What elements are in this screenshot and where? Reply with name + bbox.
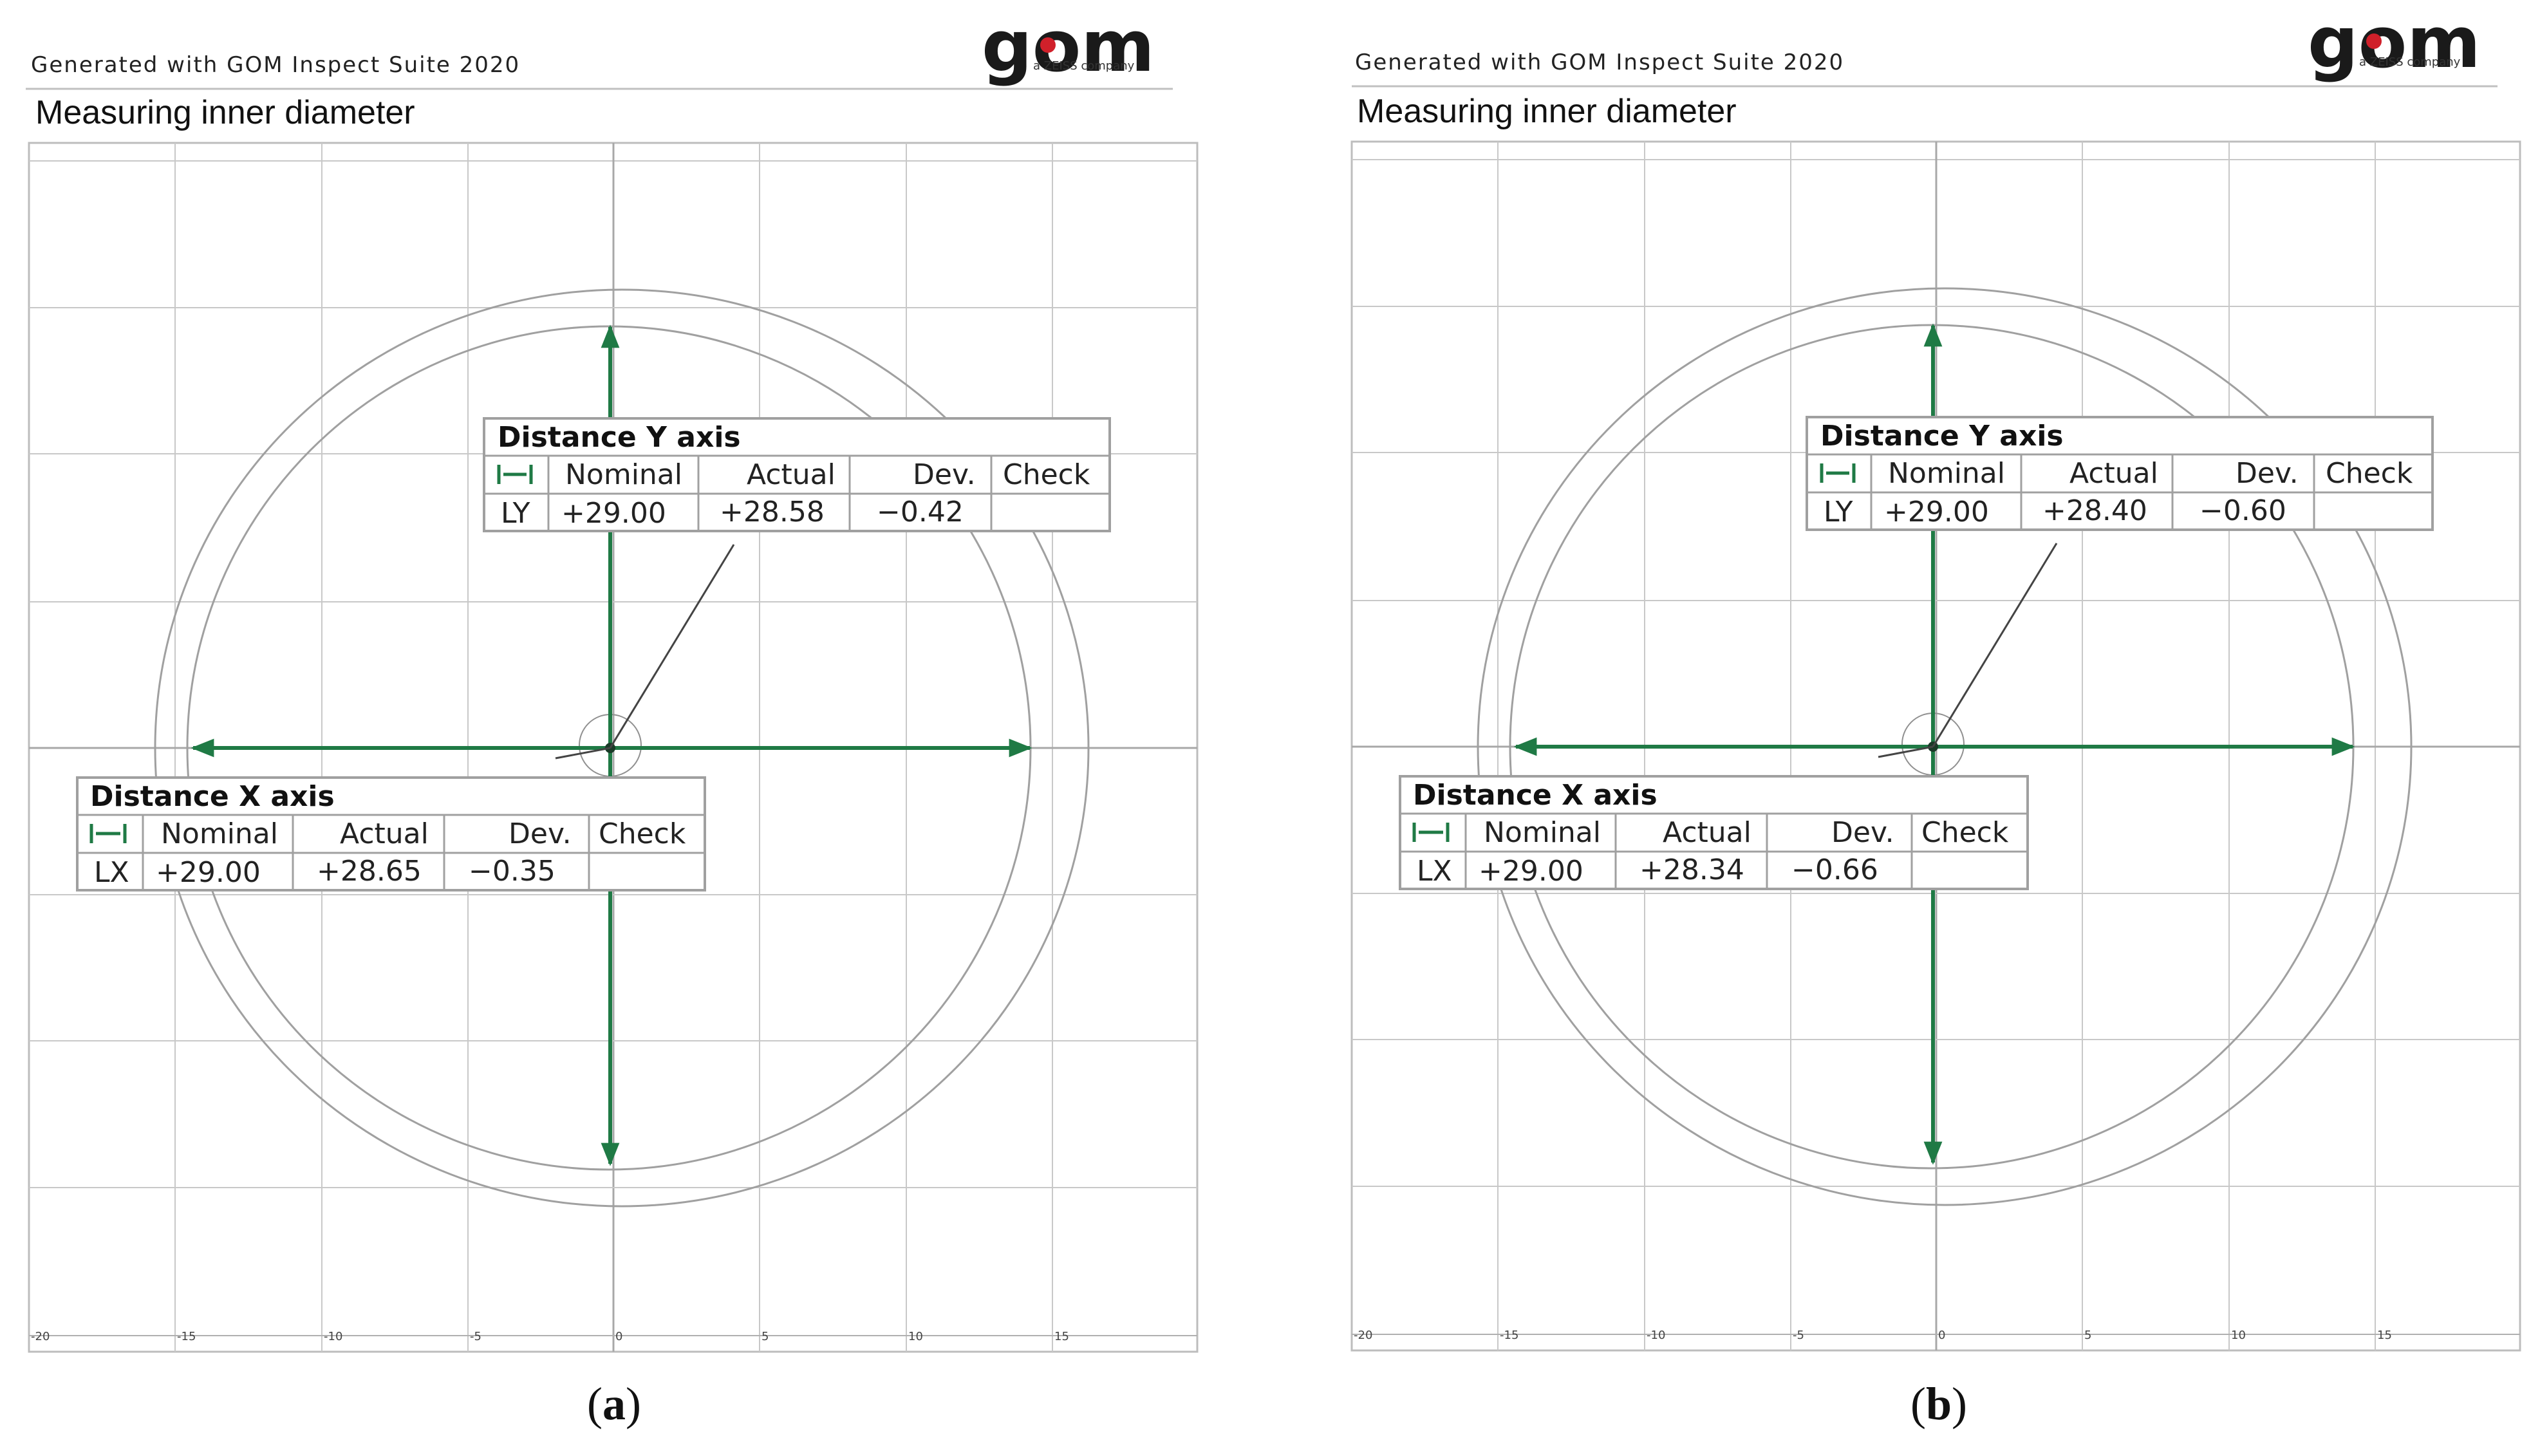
distance-arrows-icon: [1412, 823, 1450, 842]
row-name: LY: [501, 497, 530, 530]
actual-value: +28.58: [720, 496, 825, 528]
svg-text:10: 10: [908, 1330, 923, 1343]
svg-text:5: 5: [761, 1330, 769, 1343]
column-nominal: Nominal: [565, 458, 682, 491]
svg-text:0: 0: [1938, 1329, 1945, 1342]
gom-logo: gom a ZEISS company: [982, 5, 1155, 88]
column-dev: Dev.: [913, 458, 976, 491]
column-nominal: Nominal: [161, 817, 278, 850]
label-title: Distance Y axis: [498, 421, 741, 454]
nominal-value: +29.00: [1479, 855, 1583, 888]
label-distance-y: Distance Y axis Nominal Actual Dev. Chec…: [483, 417, 1111, 532]
column-nominal: Nominal: [1484, 816, 1601, 849]
dev-value: −0.42: [877, 496, 964, 528]
svg-text:-5: -5: [1793, 1329, 1804, 1342]
svg-text:15: 15: [2377, 1329, 2392, 1342]
distance-arrows-icon: [1820, 463, 1856, 483]
column-actual: Actual: [2069, 457, 2158, 490]
x-tick-labels: -20 -15 -10 -5 0 5 10 15: [1354, 1329, 2392, 1342]
actual-value: +28.40: [2042, 494, 2147, 527]
column-actual: Actual: [747, 458, 836, 491]
actual-value: +28.65: [317, 855, 422, 888]
column-check: Check: [2326, 457, 2413, 490]
svg-text:-20: -20: [1354, 1329, 1372, 1342]
gom-logo-red-dot: [2366, 33, 2382, 49]
svg-text:-15: -15: [1500, 1329, 1518, 1342]
dev-value: −0.60: [2199, 494, 2286, 527]
nominal-value: +29.00: [1884, 496, 1989, 528]
leader-line: [609, 544, 735, 749]
nominal-value: +29.00: [561, 497, 666, 530]
dev-value: −0.35: [469, 855, 556, 888]
panel-b: Generated with GOM Inspect Suite 2020 go…: [1350, 1, 2521, 1352]
gom-logo-text: gom: [2308, 1, 2481, 84]
panel-title: Measuring inner diameter: [1357, 93, 1737, 130]
row-name: LX: [94, 856, 129, 889]
dev-value: −0.66: [1791, 854, 1878, 886]
svg-text:-10: -10: [324, 1330, 342, 1343]
column-dev: Dev.: [1831, 816, 1894, 849]
column-nominal: Nominal: [1888, 457, 2005, 490]
label-distance-x: Distance X axis Nominal Actual Dev. Chec…: [76, 776, 706, 891]
leader-line-short: [1878, 745, 1934, 758]
nominal-value: +29.00: [156, 856, 261, 889]
leader-line-short: [555, 747, 611, 760]
gom-logo-text: gom: [982, 5, 1155, 88]
panel-a: Generated with GOM Inspect Suite 2020 go…: [26, 5, 1199, 1353]
svg-text:5: 5: [2084, 1329, 2091, 1342]
svg-text:-10: -10: [1647, 1329, 1665, 1342]
column-check: Check: [599, 817, 686, 850]
svg-text:0: 0: [615, 1330, 622, 1343]
svg-text:10: 10: [2231, 1329, 2246, 1342]
caption-letter: b: [1925, 1378, 1952, 1430]
row-name: LX: [1417, 855, 1452, 888]
gom-logo-subtext: a ZEISS company: [1033, 59, 1135, 73]
label-title: Distance Y axis: [1820, 420, 2064, 453]
panel-title: Measuring inner diameter: [35, 94, 415, 131]
generated-text: Generated with GOM Inspect Suite 2020: [1355, 50, 1844, 75]
column-check: Check: [1003, 458, 1090, 491]
column-check: Check: [1921, 816, 2009, 849]
label-title: Distance X axis: [90, 780, 335, 813]
generated-text: Generated with GOM Inspect Suite 2020: [31, 52, 520, 78]
label-title: Distance X axis: [1413, 779, 1658, 812]
label-distance-x: Distance X axis Nominal Actual Dev. Chec…: [1399, 775, 2029, 890]
outer-circle: [1477, 287, 2413, 1206]
column-dev: Dev.: [2236, 457, 2299, 490]
panel-caption-b: (b): [1910, 1378, 1968, 1430]
leader-line: [1932, 543, 2058, 747]
svg-text:-20: -20: [31, 1330, 50, 1343]
label-distance-y: Distance Y axis Nominal Actual Dev. Chec…: [1806, 416, 2434, 531]
distance-arrows-icon: [89, 824, 127, 843]
actual-value: +28.34: [1639, 854, 1744, 886]
gom-logo: gom a ZEISS company: [2308, 1, 2481, 84]
panel-caption-a: (a): [587, 1378, 641, 1430]
distance-arrows-icon: [497, 465, 533, 484]
svg-text:-5: -5: [470, 1330, 481, 1343]
column-dev: Dev.: [509, 817, 572, 850]
svg-text:15: 15: [1054, 1330, 1069, 1343]
outer-circle: [154, 288, 1090, 1208]
row-name: LY: [1824, 496, 1853, 528]
gom-logo-subtext: a ZEISS company: [2359, 55, 2461, 69]
svg-text:-15: -15: [177, 1330, 196, 1343]
gom-logo-red-dot: [1040, 37, 1056, 53]
caption-letter: a: [602, 1378, 626, 1430]
column-actual: Actual: [340, 817, 429, 850]
column-actual: Actual: [1663, 816, 1751, 849]
x-tick-labels: -20 -15 -10 -5 0 5 10 15: [31, 1330, 1069, 1343]
